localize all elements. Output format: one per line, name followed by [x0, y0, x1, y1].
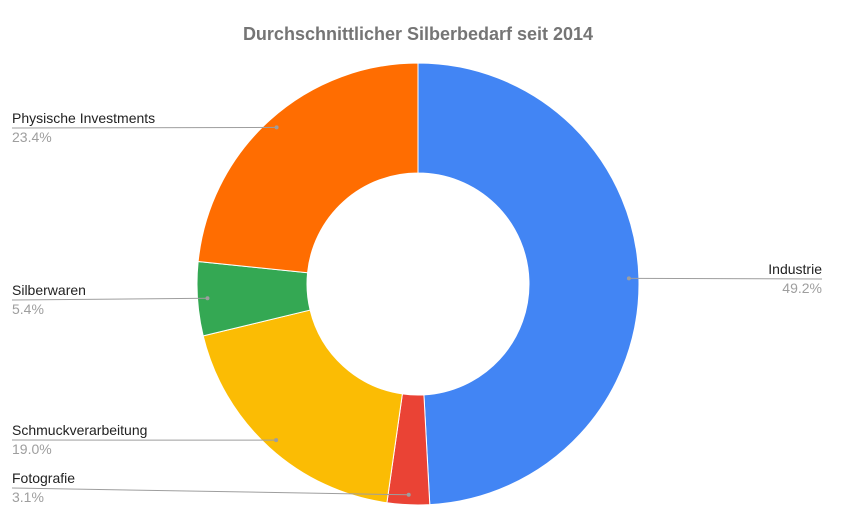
leader-dot-physische-investments — [274, 125, 279, 130]
leader-dot-fotografie — [406, 492, 411, 497]
label-value-schmuckverarbeitung: 19.0% — [12, 441, 52, 457]
label-industrie: Industrie — [768, 261, 822, 277]
slices-group — [196, 62, 640, 506]
label-value-physische-investments: 23.4% — [12, 129, 52, 145]
leader-line-industrie — [628, 277, 823, 280]
leader-line-physische-investments — [11, 126, 277, 129]
leader-dot-industrie — [626, 276, 631, 281]
label-physische-investments: Physische Investments — [12, 110, 155, 126]
label-value-fotografie: 3.1% — [12, 489, 44, 505]
labels-group: Industrie 49.2% Fotografie 3.1% Schmuckverar… — [11, 110, 823, 505]
slice-industrie — [417, 62, 640, 506]
label-fotografie: Fotografie — [12, 470, 75, 486]
label-value-industrie: 49.2% — [782, 280, 822, 296]
leader-dot-schmuckverarbeitung — [274, 438, 279, 443]
chart-title: Durchschnittlicher Silberbedarf seit 201… — [243, 24, 593, 44]
leader-line-silberwaren — [11, 297, 208, 301]
leader-dot-silberwaren — [205, 296, 210, 301]
label-silberwaren: Silberwaren — [12, 282, 86, 298]
leader-line-fotografie — [11, 487, 409, 496]
slice-physische-investments — [197, 62, 419, 274]
label-value-silberwaren: 5.4% — [12, 301, 44, 317]
label-schmuckverarbeitung: Schmuckverarbeitung — [12, 422, 147, 438]
slice-schmuckverarbeitung — [202, 309, 403, 504]
